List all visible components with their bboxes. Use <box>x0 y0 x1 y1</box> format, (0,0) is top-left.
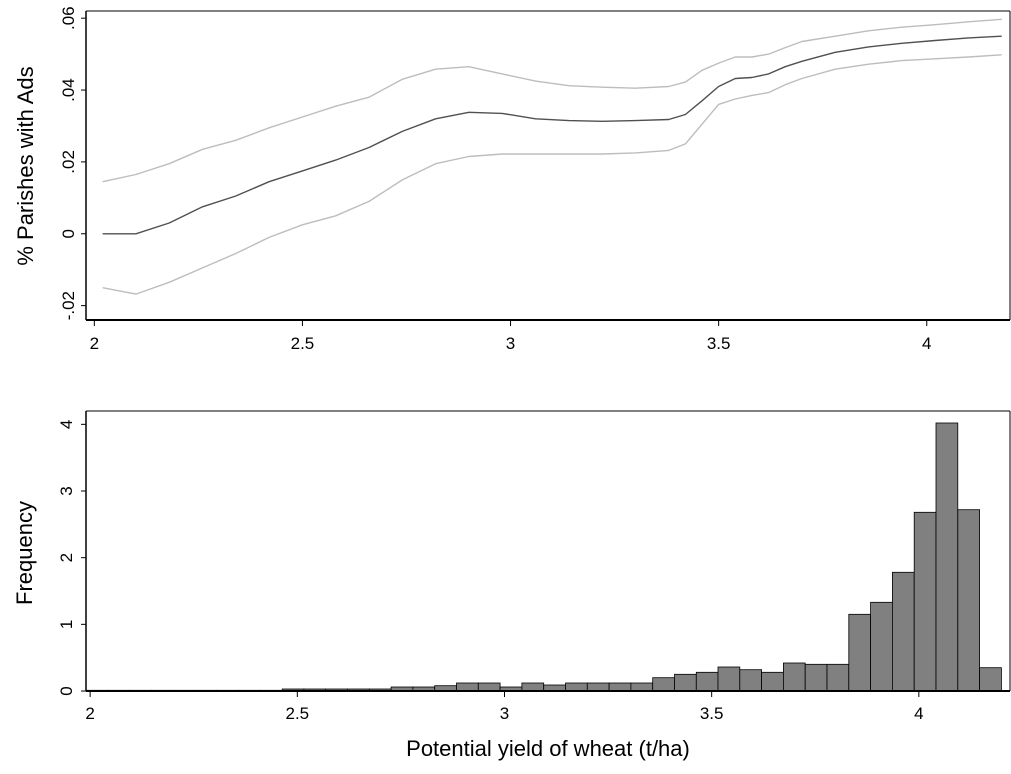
histogram-bar <box>848 613 871 692</box>
top-x-tick-label: 3.5 <box>707 334 731 353</box>
bottom-x-tick-label: 2.5 <box>285 704 309 723</box>
histogram-bar <box>935 422 959 692</box>
bottom-x-tick-label: 3 <box>500 704 509 723</box>
histogram-bar <box>761 671 784 692</box>
histogram-bar <box>913 511 937 692</box>
histogram-bar <box>695 671 719 692</box>
series-line-lower-ci <box>102 54 1002 295</box>
top-x-tick-label: 4 <box>922 334 931 353</box>
histogram-bar <box>979 667 1002 692</box>
histogram-bar <box>652 677 675 692</box>
histogram-bar <box>826 663 850 692</box>
histogram-bar <box>717 666 741 692</box>
bottom-y-tick-label: 4 <box>57 420 76 429</box>
bottom-y-tick-label: 2 <box>57 553 76 562</box>
bottom-x-tick-label: 3.5 <box>700 704 724 723</box>
bottom-y-tick-label: 3 <box>57 486 76 495</box>
histogram-bar <box>739 669 762 692</box>
bottom-panel-histogram: 0 1 2 3 4 2 2.5 3 3.5 4 Frequency Potential yield o… <box>12 410 1011 761</box>
top-x-tick-label: 3 <box>506 334 515 353</box>
histogram-bar <box>630 682 654 692</box>
top-y-axis-label: % Parishes with Ads <box>13 66 38 265</box>
bottom-y-tick-label: 0 <box>57 686 76 695</box>
series-line-estimate <box>102 35 1002 235</box>
bottom-x-tick-label: 4 <box>914 704 923 723</box>
top-y-tick-label: 0 <box>59 229 78 238</box>
top-panel-smoothed-line: -.02 0 .02 .04 .06 2 2.5 3 3.5 4 % Parishes with A… <box>13 6 1011 353</box>
histogram-bar <box>608 682 632 692</box>
histogram-bar <box>804 663 828 692</box>
histogram-bar <box>870 601 893 692</box>
histogram-bar <box>957 509 980 692</box>
histogram-bar <box>783 662 806 692</box>
top-y-tick-label: .06 <box>59 6 78 30</box>
top-y-tick-label: .04 <box>59 78 78 102</box>
histogram-bar <box>521 682 545 692</box>
top-x-tick-label: 2.5 <box>291 334 315 353</box>
histogram-bar <box>586 682 610 692</box>
top-y-tick-label: -.02 <box>59 291 78 320</box>
top-x-tick-label: 2 <box>90 334 99 353</box>
series-line-upper-ci <box>102 18 1002 183</box>
histogram-bar <box>565 682 588 692</box>
histogram-bar <box>456 682 479 692</box>
histogram-bar <box>477 682 501 692</box>
bottom-y-axis-label: Frequency <box>12 501 37 605</box>
histogram-bar <box>892 571 915 692</box>
bottom-x-tick-label: 2 <box>85 704 94 723</box>
top-y-tick-label: .02 <box>59 150 78 174</box>
histogram-bar <box>674 673 697 692</box>
bottom-x-axis-label: Potential yield of wheat (t/ha) <box>406 736 690 761</box>
bottom-y-tick-label: 1 <box>57 620 76 629</box>
